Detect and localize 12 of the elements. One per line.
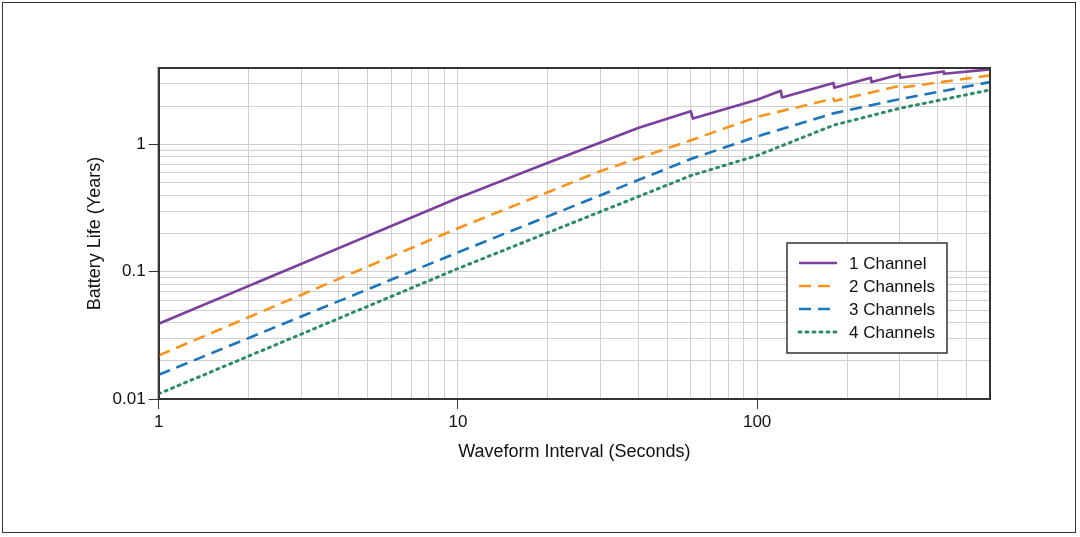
y-tick-label: 0.01 — [112, 388, 146, 408]
x-tick-label: 10 — [448, 411, 468, 431]
y-axis-title: Battery Life (Years) — [83, 156, 104, 311]
x-tick-label: 100 — [742, 411, 772, 431]
legend-label: 1 Channel — [849, 253, 927, 273]
x-tick-label: 1 — [153, 411, 164, 431]
y-tick-label: 0.1 — [122, 261, 146, 281]
legend-label: 4 Channels — [849, 322, 936, 342]
y-tick-label: 1 — [136, 134, 146, 154]
x-axis-title: Waveform Interval (Seconds) — [458, 441, 691, 462]
legend-label: 3 Channels — [849, 299, 936, 319]
legend-label: 2 Channels — [849, 276, 936, 296]
